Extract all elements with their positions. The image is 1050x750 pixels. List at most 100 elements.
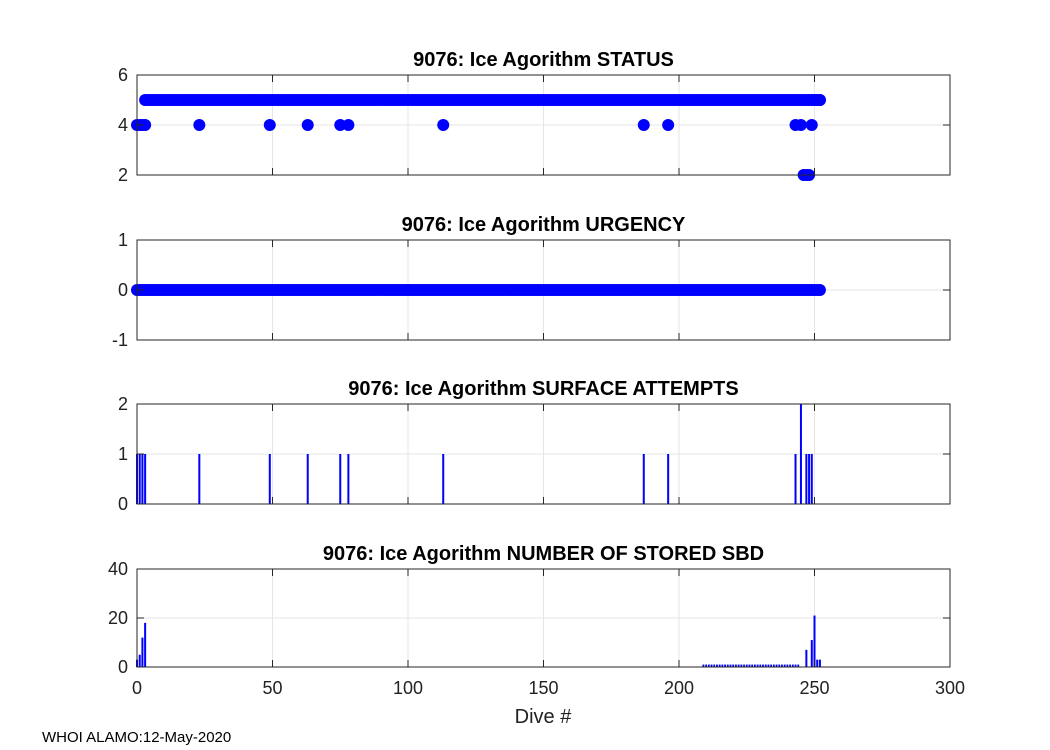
data-point	[139, 119, 152, 131]
bar	[762, 664, 764, 667]
bar	[805, 649, 808, 667]
y-tick-label: 0	[118, 657, 128, 677]
bar	[740, 664, 743, 667]
bar	[778, 664, 781, 667]
bar	[748, 664, 751, 667]
bar	[138, 654, 141, 667]
bar	[770, 664, 773, 667]
data-point	[637, 119, 650, 131]
bar	[756, 664, 759, 667]
bar	[347, 454, 350, 504]
bar	[753, 664, 756, 667]
data-point	[813, 284, 826, 296]
data-point	[662, 119, 675, 131]
bar	[764, 664, 767, 667]
data-point	[301, 119, 314, 131]
y-tick-label: 1	[118, 444, 128, 464]
bar	[718, 664, 721, 667]
bar	[794, 664, 797, 667]
bar	[772, 664, 775, 667]
bar	[707, 664, 710, 667]
bar	[813, 615, 816, 667]
bar	[705, 664, 707, 667]
bar	[805, 454, 808, 504]
bar	[794, 454, 797, 504]
panel-surface-attempts: 0 1 2 9076: Ice Agorithm SURFACE ATTEMPTS	[118, 378, 951, 514]
panel-stored-sbd: 0 20 40 0 50 100 150 200 250 300 9076: Ice Agorith…	[108, 543, 965, 698]
bar	[144, 622, 147, 667]
bar	[442, 454, 445, 504]
chart-title: 9076: Ice Agorithm URGENCY	[402, 214, 686, 236]
bar	[810, 640, 813, 667]
bar	[789, 664, 792, 667]
x-tick-label: 0	[132, 678, 142, 698]
bar	[268, 454, 271, 504]
bar	[724, 664, 726, 667]
data-point	[437, 119, 450, 131]
bar	[816, 659, 819, 667]
bar	[767, 664, 770, 667]
bar	[797, 664, 800, 667]
chart-title: 9076: Ice Agorithm SURFACE ATTEMPTS	[348, 378, 738, 400]
bar	[818, 659, 821, 667]
bar	[743, 664, 745, 667]
bar	[735, 664, 737, 667]
bar	[198, 454, 201, 504]
bar	[775, 664, 778, 667]
bar	[141, 637, 144, 667]
bar	[702, 664, 705, 667]
footer-credit: WHOI ALAMO:12-May-2020	[42, 729, 231, 746]
x-tick-label: 250	[799, 678, 829, 698]
x-axis-label: Dive #	[515, 706, 573, 728]
y-tick-label: 0	[118, 280, 128, 300]
bar	[751, 664, 754, 667]
y-tick-label: 40	[108, 559, 128, 579]
x-tick-label: 100	[393, 678, 423, 698]
bar	[808, 454, 811, 504]
bar	[716, 664, 718, 667]
y-tick-label: 20	[108, 608, 128, 628]
x-tick-label: 150	[528, 678, 558, 698]
y-tick-label: 2	[118, 165, 128, 185]
bar	[339, 454, 342, 504]
bar	[144, 454, 147, 504]
bar	[726, 664, 729, 667]
bar	[306, 454, 309, 504]
bar	[791, 664, 794, 667]
bar	[138, 454, 141, 504]
bar	[737, 664, 740, 667]
panel-urgency: -1 0 1 9076: Ice Agorithm URGENCY	[112, 214, 951, 350]
bar	[783, 664, 786, 667]
data-point	[263, 119, 276, 131]
bar	[786, 664, 789, 667]
panel-status: 2 4 6 9076: Ice Agorithm STATUS	[118, 49, 951, 185]
bar	[710, 664, 713, 667]
bar	[141, 454, 144, 504]
bar	[667, 454, 670, 504]
bar	[781, 664, 783, 667]
x-tick-label: 200	[664, 678, 694, 698]
y-tick-label: 2	[118, 394, 128, 414]
bar	[810, 454, 813, 504]
y-tick-label: 0	[118, 494, 128, 514]
data-point	[342, 119, 355, 131]
bar	[745, 664, 748, 667]
bar	[732, 664, 735, 667]
y-tick-label: 1	[118, 230, 128, 250]
x-tick-label: 50	[262, 678, 282, 698]
bar	[799, 404, 802, 504]
bar	[721, 664, 724, 667]
data-point	[813, 94, 826, 106]
bar	[729, 664, 732, 667]
chart-title: 9076: Ice Agorithm NUMBER OF STORED SBD	[323, 543, 764, 565]
y-tick-label: -1	[112, 330, 128, 350]
x-tick-label: 300	[935, 678, 965, 698]
data-point	[794, 119, 807, 131]
bar	[713, 664, 716, 667]
bar	[759, 664, 762, 667]
data-point	[805, 119, 818, 131]
chart-title: 9076: Ice Agorithm STATUS	[413, 49, 674, 71]
y-tick-label: 6	[118, 65, 128, 85]
y-tick-label: 4	[118, 115, 128, 135]
